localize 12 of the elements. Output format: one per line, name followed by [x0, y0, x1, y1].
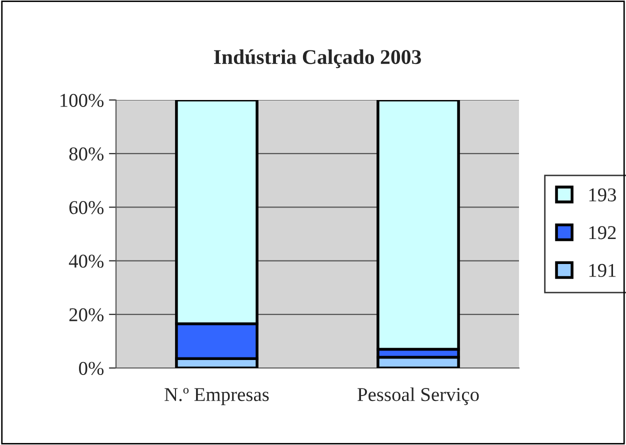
legend-label: 191	[589, 264, 616, 277]
legend-label: 192	[589, 226, 616, 240]
x-tick-label: N.º Empresas	[164, 388, 269, 406]
y-tick-label: 40%	[68, 254, 104, 268]
y-tick-label: 100%	[60, 94, 104, 107]
legend-label: 193	[589, 188, 616, 202]
chart-title: Indústria Calçado 2003	[214, 49, 421, 68]
y-tick-label: 20%	[69, 308, 104, 322]
y-tick-label: 60%	[69, 201, 104, 214]
y-tick-label: 0%	[79, 362, 104, 375]
y-tick-label: 80%	[69, 147, 104, 161]
x-tick-label: Pessoal Serviço	[358, 387, 479, 406]
